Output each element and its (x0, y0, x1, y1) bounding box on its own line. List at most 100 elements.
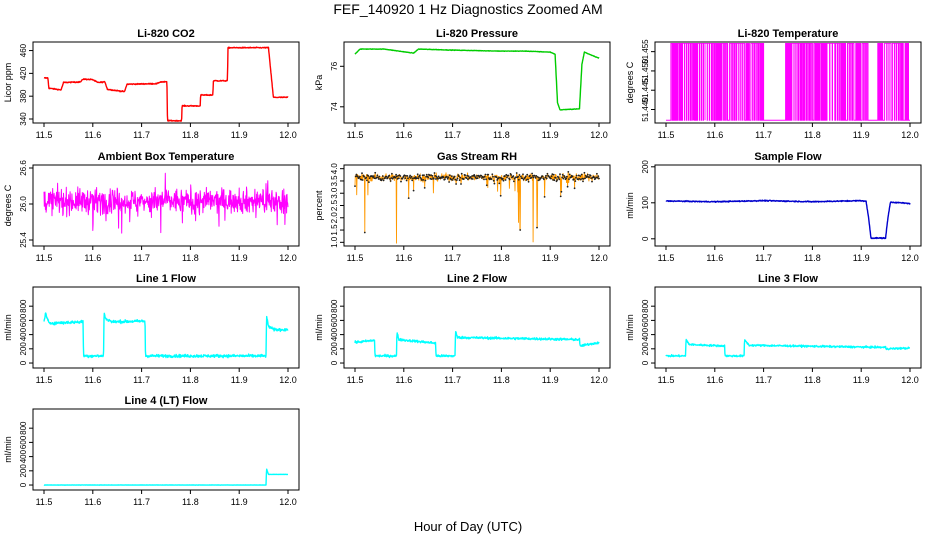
series-point (356, 175, 359, 178)
y-tick-label: 0 (641, 360, 650, 365)
series-point (406, 175, 409, 177)
y-axis-label: ml/min (314, 314, 324, 341)
plot-frame (32, 408, 300, 491)
series-point (437, 175, 440, 178)
series-point (586, 173, 589, 176)
series-point (431, 175, 434, 177)
x-tick-label: 11.5 (658, 253, 675, 263)
chart-title: Li-820 Pressure (436, 28, 518, 40)
x-tick-label: 11.6 (395, 253, 412, 263)
series-point (532, 176, 535, 179)
x-tick-label: 11.5 (658, 375, 675, 385)
series-point (519, 229, 522, 231)
series-point (437, 178, 439, 180)
series-point (484, 173, 487, 176)
figure-title: FEF_140920 1 Hz Diagnostics Zoomed AM (333, 1, 602, 17)
series-point (526, 173, 529, 176)
series-point (580, 173, 583, 176)
x-tick-label: 12.0 (901, 130, 919, 140)
x-tick-label: 11.9 (853, 130, 870, 140)
series-point (527, 180, 530, 183)
series-point (405, 179, 408, 182)
x-tick-label: 11.7 (444, 130, 461, 140)
series-point (404, 177, 407, 180)
x-tick-label: 11.5 (347, 375, 364, 385)
chart-panel: Line 1 Flow ml/min 11.5 11.6 11.7 11.8 11.9 12.… (3, 273, 300, 385)
y-tick-label: 800 (19, 299, 28, 313)
series-line (354, 331, 600, 359)
series-point (455, 183, 457, 185)
series-point (361, 172, 363, 175)
series-point (408, 176, 411, 178)
series-point (575, 174, 578, 177)
series-point (544, 176, 547, 179)
series-point (499, 176, 501, 179)
series-point (478, 176, 481, 179)
series-point (368, 177, 371, 180)
y-axis-label: degrees C (3, 184, 13, 226)
x-tick-label: 11.9 (231, 375, 248, 385)
data-series (665, 199, 911, 240)
chart-title: Line 4 (LT) Flow (125, 395, 208, 407)
series-point (464, 174, 466, 177)
x-tick-label: 11.5 (36, 130, 53, 140)
series-point (374, 171, 377, 174)
series-point (560, 190, 563, 193)
series-point (582, 180, 584, 183)
chart-title: Ambient Box Temperature (98, 151, 235, 163)
y-tick-label: 51.450 (641, 58, 650, 83)
x-tick-label: 11.8 (182, 375, 199, 385)
series-point (510, 174, 513, 176)
series-point (363, 175, 365, 178)
x-tick-label: 11.8 (804, 253, 821, 263)
series-line (43, 468, 289, 486)
series-point (517, 175, 519, 178)
x-tick-label: 12.0 (590, 130, 608, 140)
series-point (451, 175, 453, 178)
series-point (411, 179, 414, 182)
series-point (531, 175, 534, 177)
x-tick-label: 12.0 (279, 497, 297, 507)
series-point (485, 178, 487, 181)
series-point (596, 172, 598, 175)
series-point (536, 226, 538, 229)
series-point (458, 179, 461, 182)
series-point (573, 187, 576, 190)
x-tick-label: 11.7 (755, 130, 772, 140)
series-point (541, 175, 544, 178)
series-point (474, 175, 476, 178)
series-point (552, 173, 555, 176)
y-tick-label: 600 (19, 435, 28, 449)
series-point (447, 176, 450, 179)
series-point (491, 173, 494, 176)
y-tick-label: 800 (19, 421, 28, 435)
series-point (428, 174, 431, 177)
plot-frame (654, 286, 922, 369)
series-point (504, 175, 506, 177)
series-point (358, 177, 361, 179)
y-tick-label: 0 (330, 360, 339, 365)
y-tick-label: 400 (19, 449, 28, 463)
x-tick-label: 11.7 (755, 253, 772, 263)
x-tick-label: 11.8 (182, 130, 199, 140)
plot-frame (32, 286, 300, 369)
y-tick-label: 76 (330, 61, 339, 70)
series-point (561, 173, 564, 176)
y-tick-label: 600 (641, 313, 650, 327)
series-point (448, 181, 450, 183)
series-point (414, 176, 417, 178)
series-point (545, 174, 547, 177)
series-point (388, 174, 391, 177)
series-point (363, 231, 366, 234)
y-axis-label: ml/min (3, 436, 13, 463)
y-tick-label: 600 (330, 313, 339, 327)
series-point (469, 176, 472, 178)
series-point (430, 178, 433, 181)
series-point (391, 177, 394, 180)
series-point (397, 174, 400, 177)
series-point (430, 174, 432, 177)
series-point (531, 172, 533, 175)
series-point (421, 174, 424, 177)
data-series (43, 172, 289, 234)
series-point (361, 179, 364, 181)
